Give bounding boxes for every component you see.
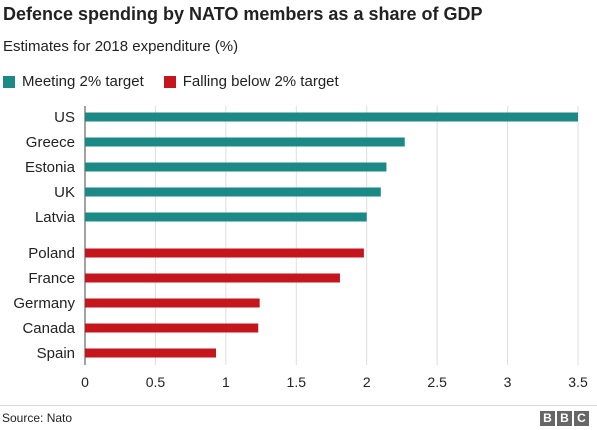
bar — [85, 137, 405, 147]
category-label: UK — [54, 184, 75, 201]
bar — [85, 348, 216, 358]
category-label: Spain — [37, 345, 75, 362]
x-tick-label: 2.5 — [427, 374, 447, 390]
bar — [85, 248, 364, 258]
x-tick-label: 1 — [222, 374, 230, 390]
source-note: Source: Nato — [2, 411, 73, 425]
bbc-logo-letter: B — [557, 411, 572, 426]
chart-subtitle: Estimates for 2018 expenditure (%) — [3, 38, 239, 55]
category-label: France — [28, 270, 75, 287]
bbc-logo: B B C — [540, 411, 589, 426]
footer-divider — [0, 405, 597, 406]
legend-item-meeting: Meeting 2% target — [3, 73, 144, 90]
category-label: Latvia — [35, 209, 76, 226]
category-label: Estonia — [25, 159, 76, 176]
legend-swatch-below — [163, 75, 176, 88]
category-label: US — [54, 109, 75, 126]
bbc-logo-letter: C — [574, 411, 589, 426]
legend-swatch-meeting — [3, 75, 15, 88]
bar — [85, 323, 259, 333]
legend-label-meeting: Meeting 2% target — [22, 73, 144, 90]
bar — [85, 273, 340, 283]
chart-title: Defence spending by NATO members as a sh… — [3, 4, 483, 24]
category-label: Poland — [28, 245, 75, 262]
x-tick-label: 3 — [504, 374, 512, 390]
x-tick-label: 0 — [81, 374, 89, 390]
category-label: Germany — [13, 295, 75, 312]
bar — [85, 112, 578, 122]
category-label: Canada — [22, 320, 75, 337]
legend: Meeting 2% target Falling below 2% targe… — [3, 73, 359, 90]
category-label: Greece — [26, 134, 75, 151]
bar — [85, 212, 367, 222]
bar — [85, 187, 381, 197]
legend-item-below: Falling below 2% target — [163, 73, 339, 90]
bar — [85, 298, 260, 308]
x-tick-label: 2 — [363, 374, 371, 390]
bar — [85, 162, 387, 172]
x-tick-label: 0.5 — [146, 374, 166, 390]
bbc-logo-letter: B — [540, 411, 555, 426]
x-tick-label: 3.5 — [568, 374, 588, 390]
legend-label-below: Falling below 2% target — [182, 73, 339, 90]
x-tick-label: 1.5 — [287, 374, 307, 390]
